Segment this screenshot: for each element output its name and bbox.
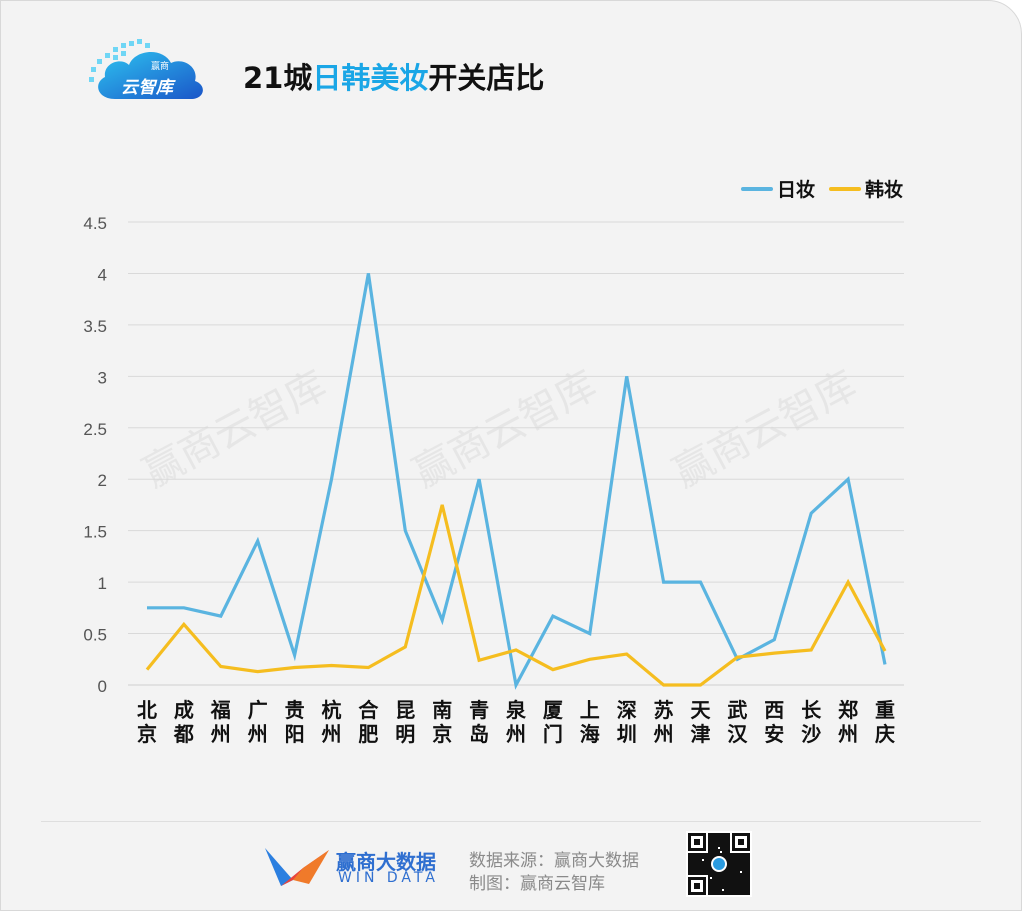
y-tick-label: 3: [98, 368, 107, 387]
x-tick-label: 贵阳: [285, 698, 305, 746]
x-tick-label: 重庆: [875, 698, 895, 746]
x-tick-label: 南京: [432, 698, 452, 746]
windata-logo: [265, 848, 329, 886]
x-tick-label: 天津: [691, 698, 712, 746]
y-tick-label: 0: [98, 677, 107, 696]
x-tick-label: 北京: [137, 698, 157, 746]
data-source: 数据来源：赢商大数据: [469, 851, 639, 871]
legend-label-korean: 韩妆: [865, 179, 904, 201]
x-tick-label: 成都: [173, 698, 194, 746]
title-prefix: 21城: [243, 61, 313, 95]
x-tick-label: 苏州: [654, 698, 674, 746]
legend-label-japanese: 日妆: [777, 179, 816, 201]
x-tick-label: 青岛: [469, 698, 489, 746]
x-tick-label: 郑州: [838, 698, 858, 746]
yingshang-cloud-logo: [89, 39, 203, 99]
x-tick-label: 厦门: [543, 698, 564, 746]
legend-item-japanese: 日妆: [741, 175, 815, 202]
line-chart: 赢商云智库 赢商云智库 赢商云智库00.511.522.533.544.5北京成都福…: [83, 214, 904, 746]
y-tick-label: 2: [98, 471, 107, 490]
logo-top-text: 赢商: [151, 62, 170, 72]
x-tick-label: 广州: [248, 698, 268, 746]
x-tick-label: 合肥: [358, 698, 379, 746]
y-tick-label: 3.5: [83, 317, 107, 336]
chart-legend: 日妆 韩妆: [741, 175, 917, 202]
y-tick-label: 2.5: [83, 420, 107, 439]
y-tick-label: 1.5: [83, 523, 107, 542]
title-highlight: 日韩美妆: [312, 61, 429, 95]
series-line-korean: [145, 504, 887, 687]
legend-swatch-korean: [829, 186, 862, 191]
x-tick-label: 福州: [210, 698, 231, 746]
y-tick-label: 1: [98, 574, 107, 593]
footer-divider: [41, 821, 981, 822]
x-tick-label: 泉州: [505, 698, 527, 746]
series-line-japanese: [147, 273, 887, 690]
y-tick-label: 4.5: [83, 214, 107, 233]
y-tick-label: 0.5: [83, 626, 107, 645]
x-tick-label: 上海: [580, 698, 600, 746]
brand-sub: WIN DATA: [338, 870, 439, 886]
x-tick-label: 武汉: [727, 698, 748, 746]
x-tick-label: 昆明: [395, 698, 415, 746]
legend-item-korean: 韩妆: [829, 175, 903, 202]
chart-maker: 制图：赢商云智库: [469, 874, 605, 894]
x-tick-label: 杭州: [322, 698, 342, 746]
qr-code: [686, 831, 752, 897]
logo-text: 云智库: [121, 78, 174, 98]
brand-name: 赢商大数据: [336, 850, 436, 874]
x-tick-label: 长沙: [801, 698, 822, 746]
watermark-text: 赢商云智库: [136, 362, 334, 497]
watermark-text: 赢商云智库: [406, 362, 604, 497]
legend-swatch-japanese: [741, 186, 773, 191]
x-tick-label: 西安: [764, 698, 784, 746]
title-suffix: 开关店比: [428, 61, 545, 95]
chart-title: 21城日韩美妆开关店比: [243, 55, 544, 97]
watermark-text: 赢商云智库: [666, 362, 864, 497]
y-tick-label: 4: [98, 265, 107, 284]
x-tick-label: 深圳: [617, 698, 637, 746]
